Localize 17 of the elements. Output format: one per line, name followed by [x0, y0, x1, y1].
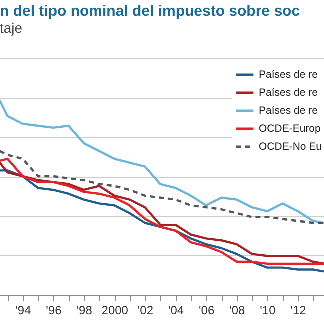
legend-label: OCDE-No Eu [259, 141, 322, 153]
x-tick-label: '04 [168, 304, 184, 318]
x-tick-label: '12 [290, 304, 307, 318]
legend-label: Países de re [259, 69, 318, 81]
legend-label: Países de re [259, 87, 318, 99]
x-tick-label: '10 [260, 304, 276, 318]
x-tick-label: '08 [230, 304, 246, 318]
chart-subtitle: taje [0, 20, 23, 36]
legend-label: Países de re [259, 105, 318, 117]
x-tick-label: '02 [138, 304, 154, 318]
x-tick-label: 2000 [102, 304, 129, 318]
legend-label: OCDE-Europ [259, 123, 322, 135]
x-tick-label: '96 [46, 304, 62, 318]
x-tick-label: '06 [199, 304, 215, 318]
x-tick-label: '98 [76, 304, 93, 318]
chart-title: n del tipo nominal del impuesto sobre soc [0, 3, 300, 20]
x-tick-label: '94 [16, 304, 32, 318]
